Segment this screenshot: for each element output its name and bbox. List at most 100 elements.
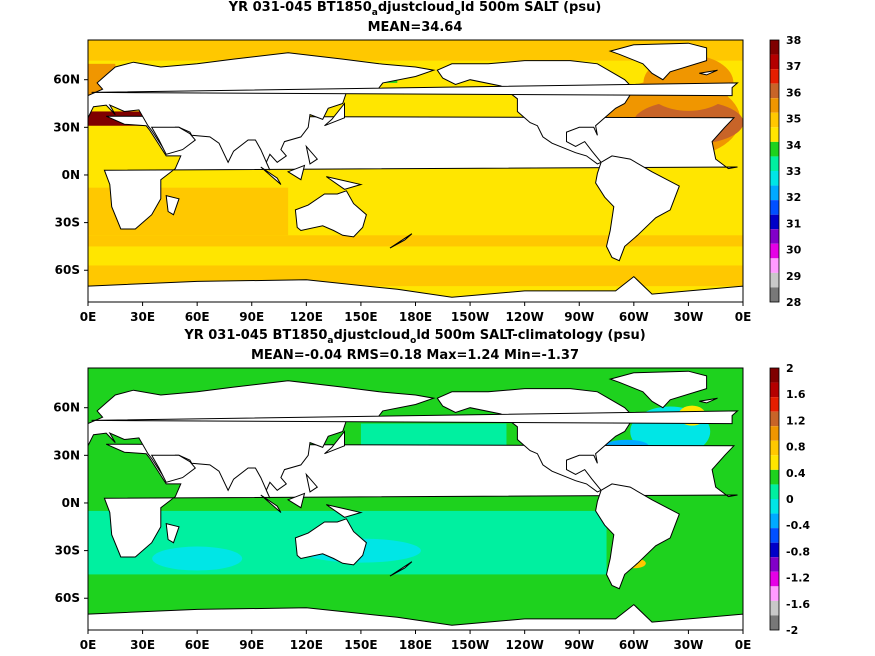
colorbar-frame: [769, 39, 780, 303]
colorbar-swatch: [770, 156, 779, 171]
island-6: [165, 522, 180, 544]
x-tick-label: 150W: [451, 638, 489, 652]
island-0: [260, 166, 282, 185]
island-8: [305, 472, 319, 493]
colorbar-swatch: [770, 171, 779, 186]
colorbar-label: 29: [786, 270, 801, 283]
x-tick-label: 150W: [451, 310, 489, 324]
x-tick-label: 30W: [673, 638, 703, 652]
arabia: [150, 126, 197, 155]
indian-anomaly: [152, 546, 243, 571]
colorbar-label: 0: [786, 493, 794, 506]
colorbar-label: 36: [786, 86, 802, 99]
colorbar-swatch: [770, 499, 779, 514]
x-tick-label: 30E: [130, 638, 155, 652]
island-4: [91, 410, 739, 425]
colorbar-label: 33: [786, 165, 801, 178]
australia: [294, 190, 367, 238]
salinity-anomaly-map-panel: 0E 30E 60E 90E 120E 150E 180E 150W 120W 90W 60W 30W…: [53, 362, 810, 652]
island-6: [165, 194, 180, 216]
colorbar-label: 31: [786, 217, 801, 230]
colorbar-swatch: [770, 586, 779, 601]
island-2: [326, 176, 363, 190]
colorbar-swatch: [770, 368, 779, 383]
colorbar-swatch: [770, 397, 779, 412]
y-tick-label: 30S: [55, 216, 80, 230]
island-3: [324, 102, 345, 127]
south-america: [595, 155, 680, 262]
island-5: [699, 397, 718, 404]
colorbar-swatch: [770, 455, 779, 470]
salinity-map-panel: 0E 30E 60E 90E 120E 150E 180E 150W 120W 90W 60W 30W…: [53, 34, 801, 324]
colorbar-label: 35: [786, 113, 801, 126]
colorbar: 2 1.6 1.2 0.8 0.4 0 -0.4 -0.8 -1.2 -1.6 -2: [769, 362, 810, 637]
colorbar-label: 2: [786, 362, 794, 375]
top-panel-subtitle: MEAN=34.64: [367, 20, 463, 35]
bottom-panel-subtitle: MEAN=-0.04 RMS=0.18 Max=1.24 Min=-1.37: [250, 348, 580, 363]
colorbar-swatch: [770, 382, 779, 398]
colorbar-label: 37: [786, 60, 801, 73]
colorbar-swatch: [770, 40, 779, 55]
x-tick-label: 120E: [290, 638, 323, 652]
southern-inner-band: [88, 246, 743, 266]
colorbar-swatch: [770, 571, 779, 587]
colorbar-frame: [769, 367, 780, 631]
colorbar-swatch: [770, 287, 779, 302]
y-tick-label: 60S: [55, 591, 80, 605]
colorbar-swatch: [770, 243, 779, 259]
x-tick-label: 90E: [239, 638, 264, 652]
island-7: [389, 561, 413, 577]
colorbar-swatch: [770, 615, 779, 630]
colorbar-label: 32: [786, 191, 801, 204]
x-tick-label: 0E: [735, 638, 752, 652]
x-tick-label: 30W: [673, 310, 703, 324]
colorbar-swatch: [770, 258, 779, 273]
x-tick-label: 0E: [735, 310, 752, 324]
x-tick-label: 120W: [506, 638, 544, 652]
x-tick-label: 120W: [506, 310, 544, 324]
colorbar-swatch: [770, 484, 779, 499]
island-3: [324, 430, 345, 455]
island-4: [91, 82, 739, 97]
y-tick-label: 30S: [55, 544, 80, 558]
x-tick-label: 120E: [290, 310, 323, 324]
colorbar-label: 1.2: [786, 414, 806, 427]
colorbar-label: 1.6: [786, 388, 806, 401]
greenland: [608, 42, 708, 81]
antarctica: [88, 275, 743, 302]
bottom-panel-title: YR 031-045 BT1850adjustcloudold 500m SAL…: [184, 328, 646, 346]
colorbar-label: 0.8: [786, 441, 806, 454]
south-america: [595, 483, 680, 590]
colorbar-label: 30: [786, 244, 802, 257]
y-tick-label: 30N: [53, 120, 80, 134]
colorbar-label: 28: [786, 296, 801, 309]
colorbar-label: 38: [786, 34, 801, 47]
top-panel-title: YR 031-045 BT1850adjustcloudold 500m SAL…: [228, 0, 602, 18]
colorbar-swatch: [770, 112, 779, 128]
colorbar-swatch: [770, 557, 779, 572]
island-7: [389, 233, 413, 249]
arabia: [150, 454, 197, 483]
land-masses: [88, 370, 743, 630]
x-tick-label: 90W: [564, 638, 594, 652]
x-tick-label: 0E: [80, 638, 97, 652]
x-tick-label: 30E: [130, 310, 155, 324]
y-tick-label: 30N: [53, 448, 80, 462]
x-tick-label: 150E: [344, 638, 377, 652]
colorbar-swatch: [770, 542, 779, 558]
colorbar-swatch: [770, 440, 779, 456]
colorbar-label: 0.4: [786, 467, 806, 480]
ocean-field: [88, 40, 743, 302]
colorbar-swatch: [770, 127, 779, 142]
land-masses: [88, 42, 743, 302]
colorbar-swatch: [770, 141, 779, 157]
x-tick-label: 180E: [399, 638, 432, 652]
y-tick-label: 60N: [53, 401, 80, 415]
colorbar-swatch: [770, 69, 779, 84]
x-tick-label: 0E: [80, 310, 97, 324]
antarctica: [88, 603, 743, 630]
ocean-field: [88, 368, 743, 630]
arctic-band: [88, 40, 743, 61]
colorbar-swatch: [770, 426, 779, 441]
